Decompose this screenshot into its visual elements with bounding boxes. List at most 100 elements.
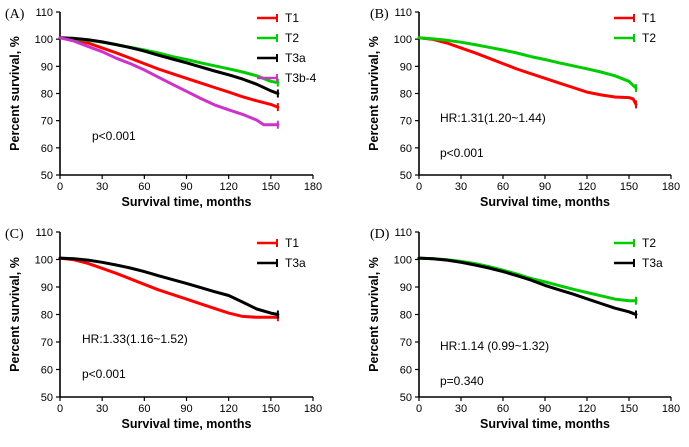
legend-item-t3a: T3a [257,51,306,65]
panel-d: 50 60 70 80 90 100 110 0 30 60 90 120 150 180 Survival… [367,227,680,431]
panel-label: (C) [5,227,24,242]
series-line-t1 [417,36,638,106]
x-tick-label: 180 [304,181,322,193]
y-tick-label: 80 [41,310,53,322]
panel-a: 50 60 70 80 90 100 110 0 30 60 90 120 150 180 Survival… [5,7,322,209]
series-line-t1 [58,36,280,109]
x-tick-label: 0 [416,403,422,415]
x-tick-label: 30 [96,181,108,193]
x-tick-label: 120 [219,181,237,193]
annotation: HR:1.14 (0.99~1.32) [440,339,549,353]
x-tick-label: 60 [497,181,509,193]
legend-label: T1 [285,236,299,250]
x-tick-label: 150 [262,403,280,415]
y-tick-label: 50 [41,170,53,182]
series-line-t3a [417,256,638,316]
series-line-t3b-4 [58,36,280,127]
x-tick-label: 30 [455,403,467,415]
y-tick-label: 50 [400,170,412,182]
legend-label: T2 [642,236,656,250]
x-tick-label: 150 [620,181,638,193]
y-axis-title: Percent survival, % [8,36,22,151]
y-tick-label: 80 [400,89,412,101]
x-tick-label: 60 [497,403,509,415]
annotation: p<0.001 [92,129,136,143]
annotation: HR:1.31(1.20~1.44) [440,111,546,125]
y-axis-title: Percent survival, % [367,257,381,372]
y-tick-label: 50 [400,392,412,404]
legend-label: T2 [285,31,299,45]
x-tick-label: 150 [262,181,280,193]
y-tick-label: 100 [394,255,412,267]
panel-label: (B) [370,7,389,22]
x-tick-label: 180 [662,403,680,415]
y-tick-label: 90 [41,61,53,73]
legend-item-t1: T1 [257,236,299,250]
x-tick-label: 90 [539,181,551,193]
x-tick-label: 90 [539,403,551,415]
annotation: p<0.001 [82,367,126,381]
x-tick-label: 0 [57,403,63,415]
y-tick-label: 80 [400,310,412,322]
series-line-t1 [58,256,280,319]
y-tick-label: 90 [400,282,412,294]
x-tick-label: 30 [455,181,467,193]
y-tick-label: 80 [41,89,53,101]
x-axis-title: Survival time, months [122,417,252,431]
y-tick-label: 70 [41,337,53,349]
x-tick-label: 30 [96,403,108,415]
legend-label: T1 [285,11,299,25]
x-tick-label: 0 [416,181,422,193]
y-tick-label: 60 [41,365,53,377]
y-tick-label: 70 [41,116,53,128]
legend-label: T3a [285,51,306,65]
series-line-t3a [58,36,280,95]
x-axis-title: Survival time, months [122,195,252,209]
y-tick-label: 110 [35,227,53,239]
x-tick-label: 0 [57,181,63,193]
x-axis-title: Survival time, months [480,417,610,431]
y-tick-label: 60 [41,143,53,155]
y-tick-label: 100 [35,255,53,267]
annotation: HR:1.33(1.16~1.52) [82,332,188,346]
x-tick-label: 60 [138,403,150,415]
x-tick-label: 90 [180,403,192,415]
y-axis-title: Percent survival, % [367,36,381,151]
x-tick-label: 120 [219,403,237,415]
legend-label: T3a [642,256,663,270]
y-tick-label: 100 [394,34,412,46]
legend-item-t3a: T3a [257,256,306,270]
legend-item-t3b-4: T3b-4 [257,71,317,85]
y-tick-label: 70 [400,116,412,128]
y-tick-label: 90 [400,61,412,73]
legend-item-t1: T1 [257,11,299,25]
y-tick-label: 100 [35,34,53,46]
y-tick-label: 110 [35,7,53,19]
y-tick-label: 110 [394,7,412,19]
y-tick-label: 60 [400,143,412,155]
panel-c: 50 60 70 80 90 100 110 0 30 60 90 120 150 180 Survival… [5,227,322,431]
x-tick-label: 120 [578,403,596,415]
y-tick-label: 70 [400,337,412,349]
legend-item-t2: T2 [614,236,656,250]
y-tick-label: 60 [400,365,412,377]
panel-label: (D) [370,227,390,242]
annotation: p<0.001 [440,146,484,160]
y-tick-label: 90 [41,282,53,294]
y-tick-label: 110 [394,227,412,239]
legend-label: T3a [285,256,306,270]
x-axis-title: Survival time, months [480,195,610,209]
legend-item-t1: T1 [614,11,656,25]
legend-label: T2 [642,31,656,45]
legend-item-t2: T2 [257,31,299,45]
x-tick-label: 120 [578,181,596,193]
legend-label: T3b-4 [285,71,317,85]
series-line-t3a [58,256,280,316]
annotation: p=0.340 [440,374,484,388]
x-tick-label: 60 [138,181,150,193]
x-tick-label: 180 [304,403,322,415]
x-tick-label: 180 [662,181,680,193]
legend-item-t2: T2 [614,31,656,45]
